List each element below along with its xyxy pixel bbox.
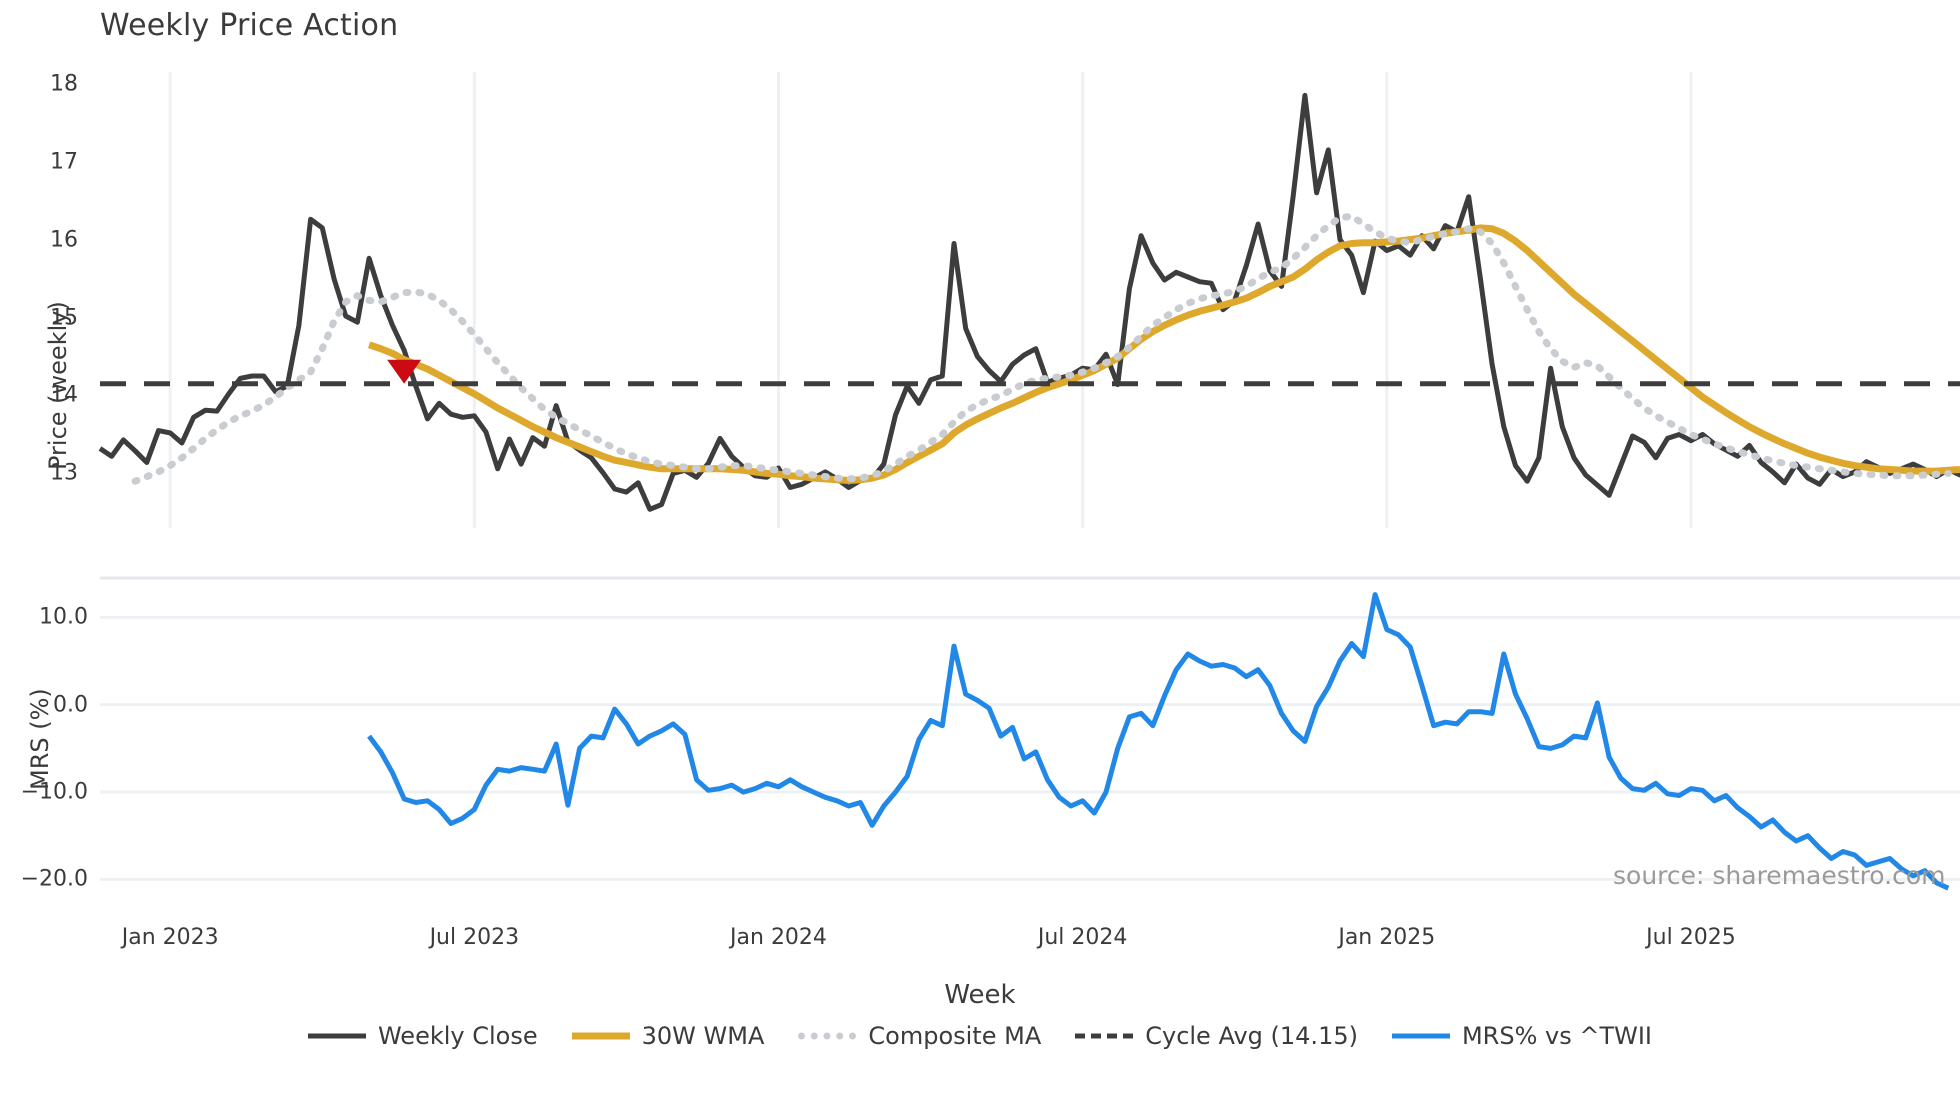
x-axis-tick: Jan 2023 <box>121 925 219 950</box>
chart-legend: Weekly Close 30W WMA Composite MA Cycle Avg… <box>0 1022 1960 1050</box>
x-axis-tick: Jul 2024 <box>1037 925 1128 950</box>
price-y-tick: 18 <box>50 71 78 97</box>
legend-swatch-icon <box>798 1025 857 1047</box>
series-mrs-vs-twii <box>367 592 1950 891</box>
legend-swatch-icon <box>571 1025 630 1047</box>
legend-item[interactable]: Cycle Avg (14.15) <box>1075 1022 1358 1050</box>
legend-item[interactable]: Composite MA <box>798 1022 1041 1050</box>
mrs-y-tick: −20.0 <box>20 866 88 892</box>
series-30w-wma <box>367 224 1960 484</box>
price-y-tick: 16 <box>50 227 78 253</box>
price-y-tick: 15 <box>50 305 78 331</box>
chart-title: Weekly Price Action <box>100 8 399 43</box>
price-y-tick: 13 <box>50 460 78 486</box>
mrs-y-tick: −10.0 <box>20 779 88 805</box>
series-weekly-close <box>98 92 1960 512</box>
legend-swatch-icon <box>307 1025 366 1047</box>
legend-swatch-icon <box>1075 1025 1134 1047</box>
legend-label: Weekly Close <box>377 1022 538 1050</box>
x-axis-tick: Jan 2025 <box>1338 925 1436 950</box>
mrs-y-tick: 10.0 <box>39 604 88 630</box>
price-y-tick: 14 <box>50 382 78 408</box>
legend-item[interactable]: 30W WMA <box>571 1022 765 1050</box>
legend-swatch-icon <box>1391 1025 1450 1047</box>
series-composite-ma <box>131 212 1952 485</box>
sell-marker-icon <box>387 359 422 384</box>
price-y-tick: 17 <box>50 149 78 175</box>
mrs-y-tick: 0.0 <box>53 692 88 718</box>
legend-label: MRS% vs ^TWII <box>1461 1022 1653 1050</box>
legend-label: 30W WMA <box>641 1022 765 1050</box>
legend-item[interactable]: MRS% vs ^TWII <box>1391 1022 1653 1050</box>
source-watermark: source: sharemaestro.com <box>1613 861 1946 890</box>
legend-label: Composite MA <box>868 1022 1042 1050</box>
x-axis-tick: Jul 2025 <box>1646 925 1736 950</box>
legend-label: Cycle Avg (14.15) <box>1145 1022 1358 1050</box>
x-axis-tick: Jul 2023 <box>429 925 520 950</box>
x-axis-tick: Jan 2024 <box>730 925 827 950</box>
legend-item[interactable]: Weekly Close <box>307 1022 538 1050</box>
x-axis-label: Week <box>944 980 1016 1010</box>
